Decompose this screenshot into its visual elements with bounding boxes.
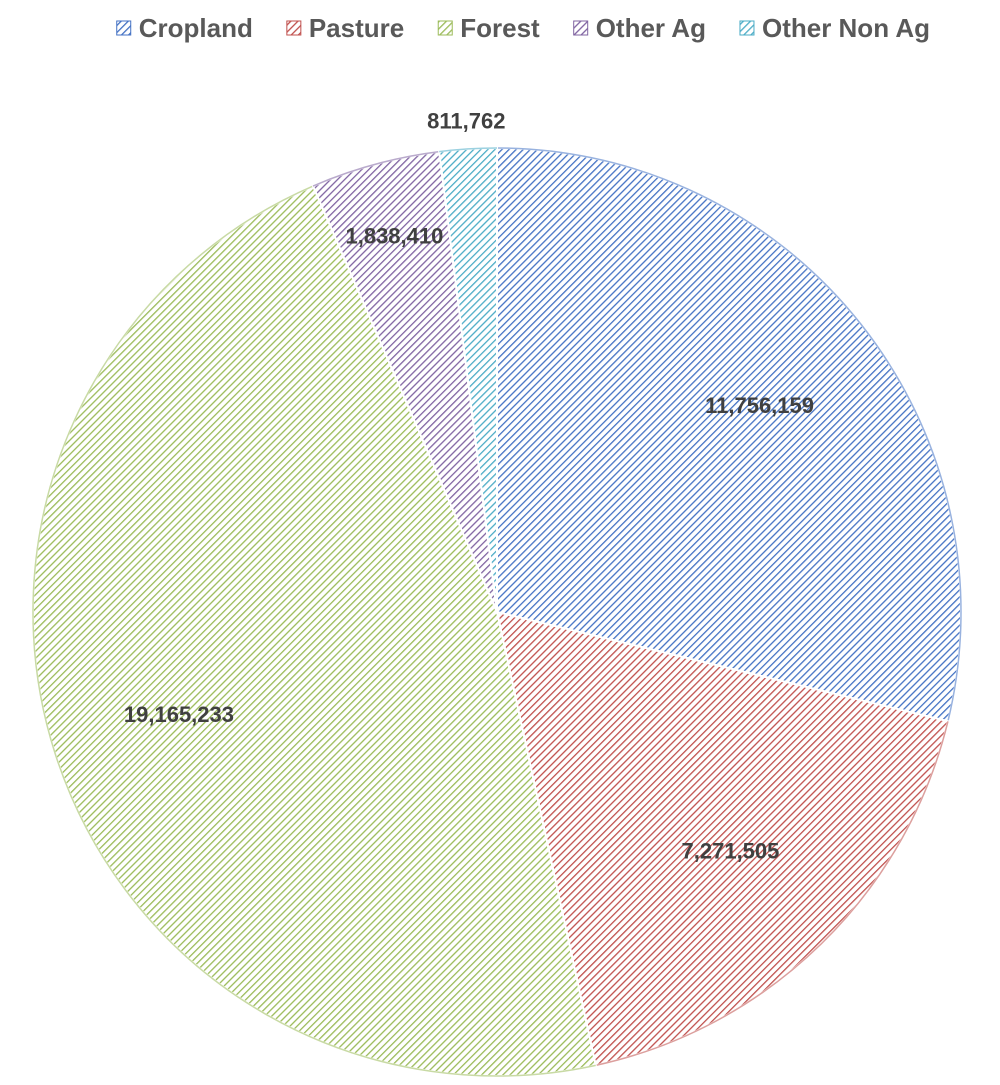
legend-item-forest: Forest xyxy=(437,13,540,43)
data-label-other-ag: 1,838,410 xyxy=(345,223,443,248)
legend-swatch-other-ag xyxy=(573,20,589,36)
data-label-cropland: 11,756,159 xyxy=(705,393,814,418)
legend: Cropland Pasture Forest Other Ag Other Non A… xyxy=(116,13,930,43)
pie-slice-edge-other-ag xyxy=(312,150,440,187)
pie-slices xyxy=(32,146,962,1077)
data-label-forest: 19,165,233 xyxy=(124,702,234,727)
data-labels: 11,756,159 7,271,505 19,165,233 1,838,410 81… xyxy=(124,109,814,864)
data-label-pasture: 7,271,505 xyxy=(682,838,780,863)
pie-slice-edge-other-non-ag xyxy=(439,147,498,153)
legend-label-cropland: Cropland xyxy=(139,13,253,43)
legend-swatch-other-non-ag xyxy=(739,20,755,36)
legend-swatch-forest xyxy=(437,20,453,36)
pie-slice-edge-forest xyxy=(32,185,596,1077)
pie-slice-edge-cropland xyxy=(496,147,962,722)
legend-item-pasture: Pasture xyxy=(286,13,404,43)
legend-swatch-pasture xyxy=(286,20,302,36)
legend-item-cropland: Cropland xyxy=(116,13,253,43)
data-label-other-non-ag: 811,762 xyxy=(427,109,505,134)
pie-slice-edge-pasture xyxy=(595,721,949,1067)
legend-label-forest: Forest xyxy=(460,13,540,43)
legend-label-pasture: Pasture xyxy=(309,13,404,43)
legend-swatch-cropland xyxy=(116,20,132,36)
legend-item-other-non-ag: Other Non Ag xyxy=(739,13,930,43)
legend-label-other-ag: Other Ag xyxy=(596,13,706,43)
legend-item-other-ag: Other Ag xyxy=(573,13,706,43)
legend-label-other-non-ag: Other Non Ag xyxy=(762,13,930,43)
